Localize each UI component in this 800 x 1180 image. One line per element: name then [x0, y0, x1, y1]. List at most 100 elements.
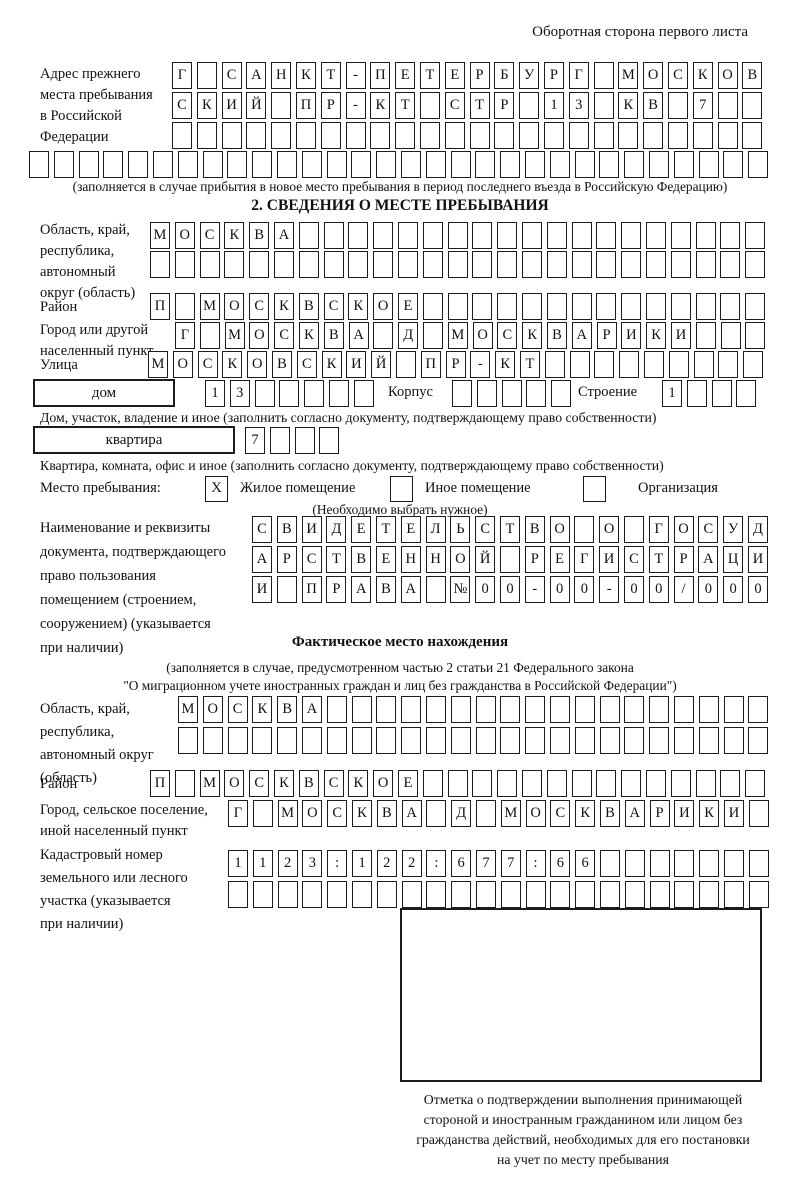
char-cell[interactable] [422, 293, 443, 320]
char-cell[interactable]: Т [395, 92, 416, 119]
char-cell[interactable]: И [301, 516, 322, 543]
char-cell[interactable] [599, 727, 620, 754]
char-cell[interactable]: 1 [228, 850, 248, 877]
char-cell[interactable]: А [698, 546, 719, 573]
char-cell[interactable] [596, 222, 617, 249]
char-cell[interactable]: С [301, 546, 322, 573]
char-cell[interactable]: М [178, 696, 198, 723]
char-cell[interactable]: К [273, 293, 294, 320]
char-cell[interactable]: А [400, 576, 421, 603]
char-cell[interactable] [699, 850, 720, 877]
char-cell[interactable] [521, 251, 542, 278]
char-cell[interactable]: К [618, 92, 639, 119]
char-cell[interactable] [419, 92, 440, 119]
char-cell[interactable] [497, 251, 518, 278]
char-cell[interactable]: 7 [245, 427, 265, 454]
char-cell[interactable] [294, 427, 315, 454]
char-cell[interactable] [717, 92, 738, 119]
char-cell[interactable]: 2 [376, 850, 397, 877]
char-cell[interactable]: К [222, 351, 243, 378]
char-cell[interactable] [519, 122, 540, 149]
char-cell[interactable]: - [470, 351, 491, 378]
char-cell[interactable] [624, 696, 645, 723]
char-cell[interactable] [279, 380, 300, 407]
char-cell[interactable]: Р [494, 92, 515, 119]
char-cell[interactable] [624, 850, 645, 877]
char-cell[interactable] [648, 151, 669, 178]
char-cell[interactable]: И [674, 800, 695, 827]
char-cell[interactable]: С [623, 546, 644, 573]
char-cell[interactable] [228, 881, 248, 908]
char-cell[interactable] [497, 293, 518, 320]
char-cell[interactable] [711, 380, 732, 407]
char-cell[interactable]: О [599, 516, 620, 543]
char-cell[interactable]: К [321, 351, 342, 378]
char-cell[interactable] [743, 351, 764, 378]
char-cell[interactable]: Е [397, 293, 418, 320]
char-cell[interactable] [276, 151, 297, 178]
char-cell[interactable] [475, 800, 496, 827]
char-cell[interactable]: И [599, 546, 620, 573]
char-cell[interactable]: С [475, 516, 496, 543]
char-cell[interactable] [447, 251, 468, 278]
char-cell[interactable]: В [323, 322, 344, 349]
char-cell[interactable] [550, 881, 571, 908]
char-cell[interactable]: К [252, 696, 273, 723]
char-cell[interactable]: А [301, 696, 322, 723]
char-cell[interactable] [649, 881, 670, 908]
char-cell[interactable] [526, 380, 547, 407]
char-cell[interactable] [546, 770, 567, 797]
char-cell[interactable]: С [197, 351, 218, 378]
char-cell[interactable] [395, 351, 416, 378]
char-cell[interactable] [401, 881, 422, 908]
char-cell[interactable] [521, 293, 542, 320]
char-cell[interactable]: В [277, 696, 298, 723]
char-cell[interactable] [546, 293, 567, 320]
char-cell[interactable]: Т [419, 62, 440, 89]
char-cell[interactable]: 6 [550, 850, 571, 877]
char-cell[interactable] [574, 151, 595, 178]
char-cell[interactable]: Д [398, 322, 419, 349]
char-cell[interactable]: М [447, 322, 468, 349]
char-cell[interactable] [524, 151, 545, 178]
char-cell[interactable] [748, 727, 769, 754]
char-cell[interactable] [667, 92, 688, 119]
char-cell[interactable]: С [667, 62, 688, 89]
char-cell[interactable] [645, 222, 666, 249]
char-cell[interactable]: : [327, 850, 348, 877]
char-cell[interactable] [543, 122, 564, 149]
char-cell[interactable] [643, 122, 664, 149]
char-cell[interactable]: Г [172, 62, 192, 89]
char-cell[interactable]: О [202, 696, 223, 723]
char-cell[interactable] [177, 151, 198, 178]
char-cell[interactable] [546, 222, 567, 249]
char-cell[interactable] [450, 696, 471, 723]
char-cell[interactable] [472, 222, 493, 249]
char-cell[interactable]: Т [320, 62, 341, 89]
char-cell[interactable]: О [525, 800, 546, 827]
char-cell[interactable] [720, 293, 741, 320]
char-cell[interactable]: О [174, 222, 195, 249]
char-cell[interactable] [500, 151, 521, 178]
char-cell[interactable]: Е [395, 62, 416, 89]
char-cell[interactable]: О [249, 322, 270, 349]
char-cell[interactable] [447, 770, 468, 797]
char-cell[interactable]: Г [648, 516, 669, 543]
char-cell[interactable] [304, 380, 325, 407]
char-cell[interactable]: В [375, 576, 396, 603]
char-cell[interactable] [549, 727, 570, 754]
char-cell[interactable] [376, 727, 397, 754]
char-cell[interactable] [298, 251, 319, 278]
char-cell[interactable] [277, 727, 298, 754]
char-cell[interactable]: 2 [277, 850, 298, 877]
char-cell[interactable] [351, 696, 372, 723]
char-cell[interactable]: Д [747, 516, 768, 543]
char-cell[interactable]: О [717, 62, 738, 89]
char-cell[interactable]: И [621, 322, 642, 349]
char-cell[interactable]: А [273, 222, 294, 249]
char-cell[interactable] [351, 151, 372, 178]
char-cell[interactable]: В [298, 293, 319, 320]
